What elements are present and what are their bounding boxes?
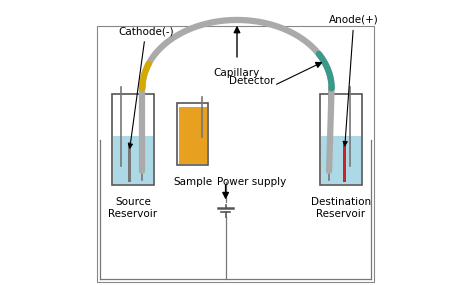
Text: Power supply: Power supply	[217, 177, 286, 187]
Text: Source
Reservoir: Source Reservoir	[109, 197, 157, 219]
Bar	[113, 137, 153, 184]
Bar	[321, 137, 361, 184]
Bar	[128, 142, 131, 182]
Bar	[179, 107, 207, 164]
Text: Cathode(-): Cathode(-)	[118, 26, 173, 148]
Text: Capillary: Capillary	[214, 68, 260, 78]
Bar	[177, 103, 209, 165]
Text: Anode(+): Anode(+)	[329, 15, 379, 146]
Text: Destination
Reservoir: Destination Reservoir	[311, 197, 371, 219]
Bar	[319, 94, 363, 185]
Bar	[111, 94, 155, 185]
Text: Sample: Sample	[173, 177, 212, 187]
Text: Detector: Detector	[228, 76, 274, 86]
Bar	[343, 142, 346, 182]
